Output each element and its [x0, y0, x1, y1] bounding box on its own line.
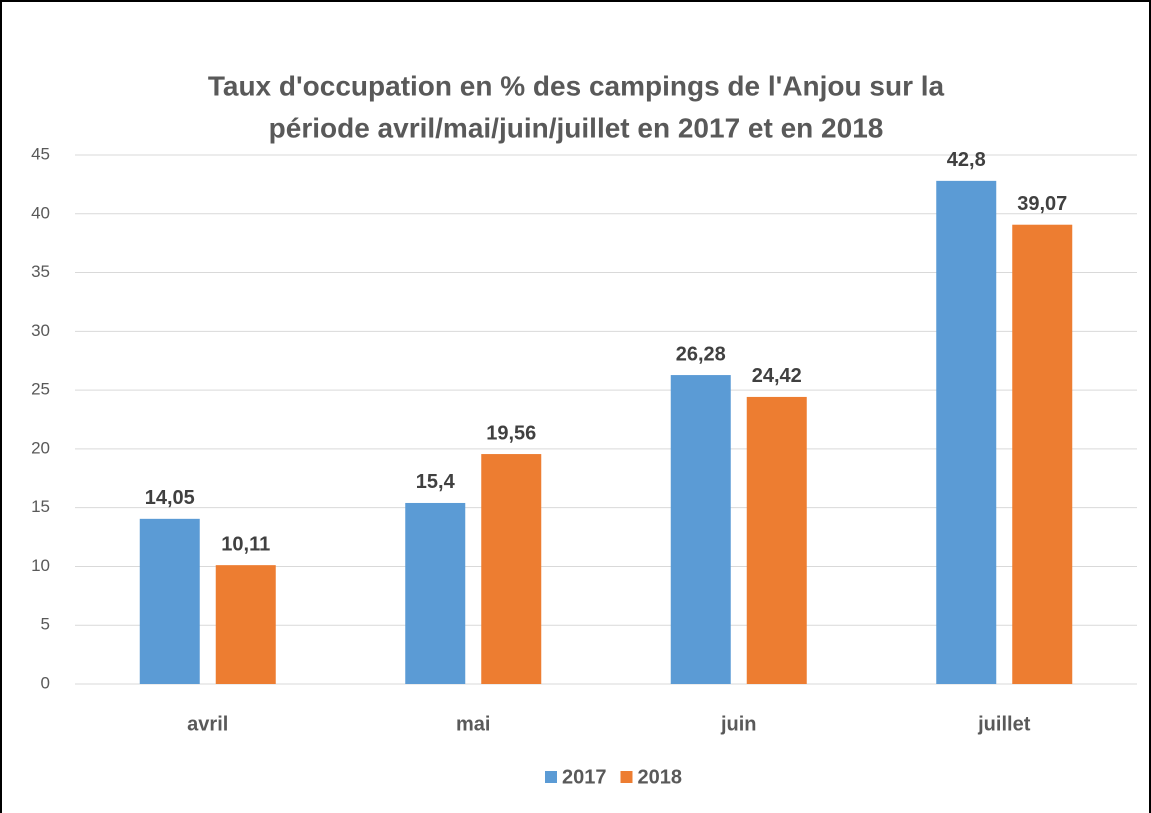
y-tick-label: 15 [31, 497, 50, 516]
legend-label: 2018 [638, 766, 683, 788]
value-label: 15,4 [416, 471, 456, 493]
value-label: 24,42 [752, 365, 802, 387]
y-tick-label: 5 [41, 615, 50, 634]
x-tick-label: juillet [977, 713, 1031, 735]
bar [746, 396, 807, 684]
bar [1012, 224, 1073, 684]
chart-title: Taux d'occupation en % des campings de l… [208, 70, 945, 101]
legend-label: 2017 [562, 766, 607, 788]
y-tick-label: 40 [31, 203, 50, 222]
legend-swatch [545, 771, 557, 783]
value-label: 39,07 [1017, 193, 1067, 215]
bar [405, 502, 466, 684]
value-label: 19,56 [486, 422, 536, 444]
y-tick-label: 20 [31, 438, 50, 457]
legend-swatch [620, 771, 633, 783]
chart-title: période avril/mai/juin/juillet en 2017 e… [269, 112, 884, 143]
value-label: 42,8 [947, 149, 986, 171]
x-tick-label: mai [456, 713, 490, 735]
bar [139, 518, 200, 684]
bar [670, 375, 731, 684]
y-tick-label: 30 [31, 321, 50, 340]
bar [215, 565, 276, 684]
y-tick-label: 35 [31, 262, 50, 281]
value-label: 10,11 [221, 533, 270, 555]
value-label: 14,05 [145, 487, 195, 509]
y-tick-label: 10 [31, 556, 50, 575]
x-tick-label: avril [187, 713, 228, 735]
y-tick-label: 45 [31, 144, 50, 163]
bar [481, 454, 542, 684]
bar [936, 180, 997, 684]
y-tick-label: 0 [41, 673, 50, 692]
y-tick-label: 25 [31, 380, 50, 399]
value-label: 26,28 [676, 343, 726, 365]
x-tick-label: juin [720, 713, 757, 735]
